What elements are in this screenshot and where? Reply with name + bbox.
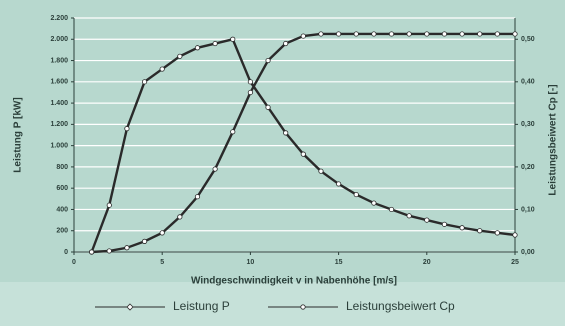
y-tick-label: 1.400: [50, 100, 68, 107]
y-tick-label: 600: [56, 185, 68, 192]
legend-label: Leistung P: [173, 299, 230, 313]
data-point: [265, 57, 271, 64]
data-point: [459, 225, 465, 231]
data-point: [89, 249, 95, 255]
data-point: [371, 200, 377, 206]
y-tick-label: 1.200: [50, 121, 68, 128]
data-point: [283, 130, 289, 136]
data-point: [177, 53, 183, 59]
plot-panel: [0, 0, 565, 282]
data-point: [230, 129, 236, 135]
y2-tick-label: 0,30: [521, 121, 535, 128]
data-point: [353, 191, 359, 198]
y-tick-label: 2.000: [50, 36, 68, 43]
data-point: [177, 214, 183, 220]
data-point: [212, 166, 218, 172]
data-point: [318, 31, 324, 37]
data-point: [459, 31, 465, 37]
x-tick-label: 0: [72, 259, 76, 266]
data-point: [353, 31, 359, 37]
data-point: [141, 79, 148, 85]
legend-panel: [0, 282, 565, 326]
data-point: [212, 40, 218, 47]
y-tick-label: 2.200: [50, 15, 68, 22]
y2-tick-label: 0,10: [521, 206, 535, 213]
data-point: [388, 206, 395, 213]
data-point: [406, 31, 412, 37]
y-tick-label: 200: [56, 228, 68, 235]
y2-tick-label: 0,20: [521, 164, 535, 171]
data-point: [371, 31, 377, 37]
data-point: [388, 31, 395, 37]
data-point: [230, 36, 236, 42]
legend-marker: [126, 303, 134, 311]
y-tick-label: 0: [64, 249, 68, 256]
data-point: [159, 66, 165, 72]
y2-tick-label: 0,00: [521, 249, 535, 256]
data-point: [124, 245, 130, 251]
y-axis-title: Leistung P [kW]: [13, 97, 24, 172]
data-point: [335, 31, 342, 37]
data-point: [283, 40, 289, 47]
x-axis-title: Windgeschwindigkeit v in Nabenhöhe [m/s]: [191, 276, 397, 287]
y2-tick-label: 0,40: [521, 79, 535, 86]
y2-axis-title: Leistungsbeiwert Cp [-]: [548, 84, 559, 195]
data-point: [441, 221, 448, 227]
y-tick-label: 1.000: [50, 142, 68, 149]
data-point: [194, 45, 201, 51]
x-tick-label: 25: [511, 259, 519, 266]
data-point: [424, 217, 430, 223]
data-point: [265, 104, 271, 110]
x-tick-label: 20: [423, 259, 431, 266]
data-point: [106, 248, 112, 254]
data-point: [300, 151, 306, 157]
data-point: [247, 89, 253, 96]
data-point: [477, 228, 483, 234]
data-point: [494, 230, 500, 236]
data-point: [406, 213, 412, 219]
data-point: [424, 31, 430, 37]
legend-label: Leistungsbeiwert Cp: [346, 299, 455, 313]
data-point: [106, 202, 112, 208]
data-point: [141, 238, 148, 244]
legend-marker: [300, 304, 306, 310]
data-point: [441, 31, 448, 37]
data-point: [124, 126, 130, 132]
data-point: [477, 31, 483, 37]
data-point: [159, 230, 165, 236]
y-tick-label: 1.600: [50, 79, 68, 86]
data-point: [512, 232, 518, 238]
data-point: [194, 194, 201, 200]
data-point: [318, 168, 324, 174]
x-tick-label: 15: [335, 259, 343, 266]
y-tick-label: 800: [56, 164, 68, 171]
data-point: [494, 31, 500, 37]
y-tick-label: 1.800: [50, 57, 68, 64]
y2-tick-label: 0,50: [521, 36, 535, 43]
x-tick-label: 5: [160, 259, 164, 266]
y-tick-label: 400: [56, 206, 68, 213]
data-point: [300, 33, 306, 39]
data-point: [512, 31, 518, 37]
data-point: [247, 79, 253, 85]
data-point: [335, 181, 342, 187]
x-tick-label: 10: [247, 259, 255, 266]
